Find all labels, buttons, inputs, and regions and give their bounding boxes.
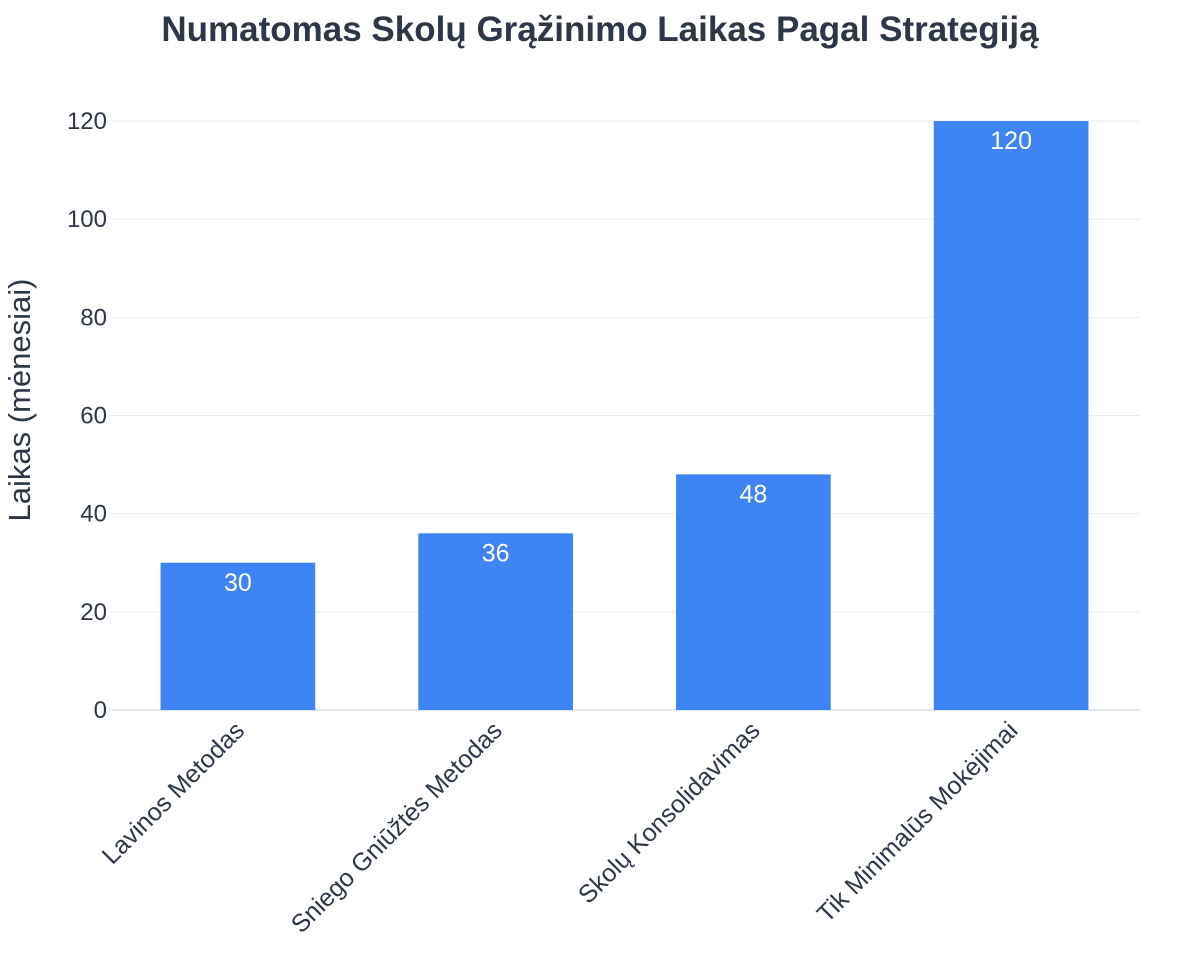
y-tick-label: 80 [80,304,107,331]
x-tick-label: Skolų Konsolidavimas [573,716,766,909]
bar-value-label: 48 [739,480,767,508]
x-tick-label: Sniego Gniūžtės Metodas [286,716,508,938]
y-tick-label: 40 [80,501,107,528]
x-tick-label: Tik Minimalūs Mokėjimai [812,716,1024,928]
bar-value-label: 120 [990,127,1032,155]
chart-title: Numatomas Skolų Grąžinimo Laikas Pagal S… [161,10,1039,49]
x-axis-ticks: Lavinos Metodas Sniego Gniūžtės Metodas Sk… [97,716,1024,938]
y-axis-ticks: 0 20 40 60 80 100 120 [67,108,107,724]
bar [418,533,573,710]
y-tick-label: 60 [80,403,107,430]
y-tick-label: 20 [80,599,107,626]
bar-value-label: 30 [224,569,252,597]
x-tick-label: Lavinos Metodas [97,716,250,869]
bar-value-label: 36 [482,539,510,567]
bar [160,562,316,710]
bars: 30 36 48 120 [160,121,1089,710]
bar [933,121,1089,710]
bar [676,474,831,710]
y-tick-label: 100 [67,206,107,233]
y-tick-label: 0 [94,697,107,724]
y-tick-label: 120 [67,108,107,135]
y-axis-title: Laikas (mėnesiai) [2,279,37,522]
